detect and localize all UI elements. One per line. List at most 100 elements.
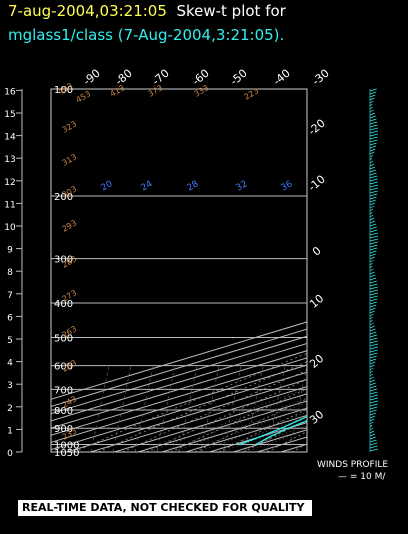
wind-barb xyxy=(369,391,378,395)
wind-barb xyxy=(369,343,379,347)
mixing-ratio-line-28 xyxy=(266,365,286,452)
wind-barb xyxy=(369,271,375,275)
pressure-label-500: 500 xyxy=(54,333,73,344)
series-point-temperature-750 xyxy=(357,399,359,401)
series-point-dewpoint-900 xyxy=(280,427,283,430)
isotherm--40 xyxy=(66,378,307,452)
pressure-label-1050: 1050 xyxy=(54,448,79,459)
dry-adiabat-label-323: 323 xyxy=(61,119,79,134)
wind-barb xyxy=(369,298,378,302)
wind-barb xyxy=(369,307,376,311)
wind-barb xyxy=(369,169,376,173)
wind-barb xyxy=(369,418,375,422)
height-label-5: 5 xyxy=(7,336,13,346)
wind-barb xyxy=(369,313,374,317)
pressure-label-800: 800 xyxy=(54,406,73,417)
mixing-ratio-label-36: 36 xyxy=(280,179,295,194)
wind-barb xyxy=(369,397,379,401)
wind-barb xyxy=(369,334,378,338)
mixing-ratio-line-1 xyxy=(90,365,110,452)
wind-barb xyxy=(369,232,378,236)
wind-barb xyxy=(369,424,373,428)
wind-barb xyxy=(369,442,378,446)
wind-barb xyxy=(369,430,375,434)
wind-barb xyxy=(369,319,373,323)
wind-barb xyxy=(369,274,376,278)
mixing-ratio-line-12 xyxy=(178,365,198,452)
quality-warning-banner: REAL-TIME DATA, NOT CHECKED FOR QUALITY xyxy=(18,500,312,516)
wind-barb xyxy=(369,292,379,296)
wind-barb xyxy=(369,352,378,356)
dry-adiabat-323 xyxy=(291,443,307,452)
wind-barb xyxy=(369,118,377,122)
series-point-dewpoint-850 xyxy=(300,418,302,421)
wind-barb xyxy=(369,88,377,92)
wind-barb xyxy=(369,289,379,293)
dry-adiabat-303 xyxy=(243,419,307,452)
wind-barb xyxy=(369,358,377,362)
wind-barb xyxy=(369,433,376,437)
isotherm--110 xyxy=(51,328,307,407)
moist-adiabat-35 xyxy=(245,429,307,452)
wind-barb xyxy=(369,421,374,425)
dry-adiabat-333 xyxy=(316,89,408,452)
wind-barb xyxy=(369,325,375,329)
wind-barb xyxy=(369,265,373,269)
wind-barb xyxy=(369,247,378,251)
wind-barb xyxy=(369,106,373,110)
chart-subtitle: mglass1/class (7-Aug-2004,3:21:05). xyxy=(8,26,285,44)
moist-adiabat--10 xyxy=(138,387,307,452)
wind-barb xyxy=(369,376,374,380)
winds-profile-label: WINDS PROFILE xyxy=(317,460,389,470)
wind-barb xyxy=(369,226,377,230)
height-label-0: 0 xyxy=(7,449,13,459)
wind-barb xyxy=(369,349,378,353)
mixing-ratio-line-8 xyxy=(156,365,176,452)
wind-barb xyxy=(369,322,374,326)
wind-barb xyxy=(369,229,378,233)
wind-barb xyxy=(369,427,374,431)
series-point-temperature-800 xyxy=(331,409,333,411)
wind-barb xyxy=(369,196,377,200)
timestamp: 7-aug-2004,03:21:05 xyxy=(8,2,167,20)
height-label-8: 8 xyxy=(7,268,13,278)
wind-barb xyxy=(369,217,375,221)
wind-barb xyxy=(369,409,377,413)
isotherm--30 xyxy=(90,386,307,452)
series-line-temperature xyxy=(255,420,307,446)
wind-barb xyxy=(369,445,378,449)
mixing-ratio-line-4 xyxy=(134,365,154,452)
wind-barb xyxy=(369,268,374,272)
series-point-dewpoint-950 xyxy=(260,435,262,438)
wind-barb xyxy=(369,175,378,179)
wind-barb xyxy=(369,190,378,194)
height-label-3: 3 xyxy=(7,381,13,391)
height-label-2: 2 xyxy=(7,404,13,414)
mixing-ratio-line-32 xyxy=(288,365,307,452)
mixing-ratio-line-16 xyxy=(200,365,220,452)
wind-barb xyxy=(369,109,374,113)
wind-barb xyxy=(369,253,376,257)
isotherm--70 xyxy=(51,357,307,436)
wind-barb xyxy=(369,211,373,215)
wind-barb xyxy=(369,154,374,158)
series-line-dewpoint xyxy=(239,415,307,446)
wind-barb xyxy=(369,142,377,146)
series-point-temperature-950 xyxy=(269,435,272,438)
height-label-12: 12 xyxy=(4,178,15,188)
isotherm-label-right-10: 10 xyxy=(307,292,326,311)
dry-adiabat-label-293: 293 xyxy=(61,218,79,233)
dry-adiabat-263 xyxy=(146,379,307,452)
isotherm--120 xyxy=(51,321,307,400)
pressure-label-300: 300 xyxy=(54,255,73,266)
height-label-9: 9 xyxy=(7,246,13,256)
wind-barb xyxy=(369,259,374,263)
wind-barb xyxy=(369,400,379,404)
wind-barb xyxy=(369,406,378,410)
isotherm--20 xyxy=(114,393,307,452)
wind-barb xyxy=(369,379,375,383)
title-suffix: Skew-t plot for xyxy=(176,2,286,20)
wind-barb xyxy=(369,97,375,101)
wind-barb xyxy=(369,388,378,392)
isotherm-30 xyxy=(233,429,307,452)
